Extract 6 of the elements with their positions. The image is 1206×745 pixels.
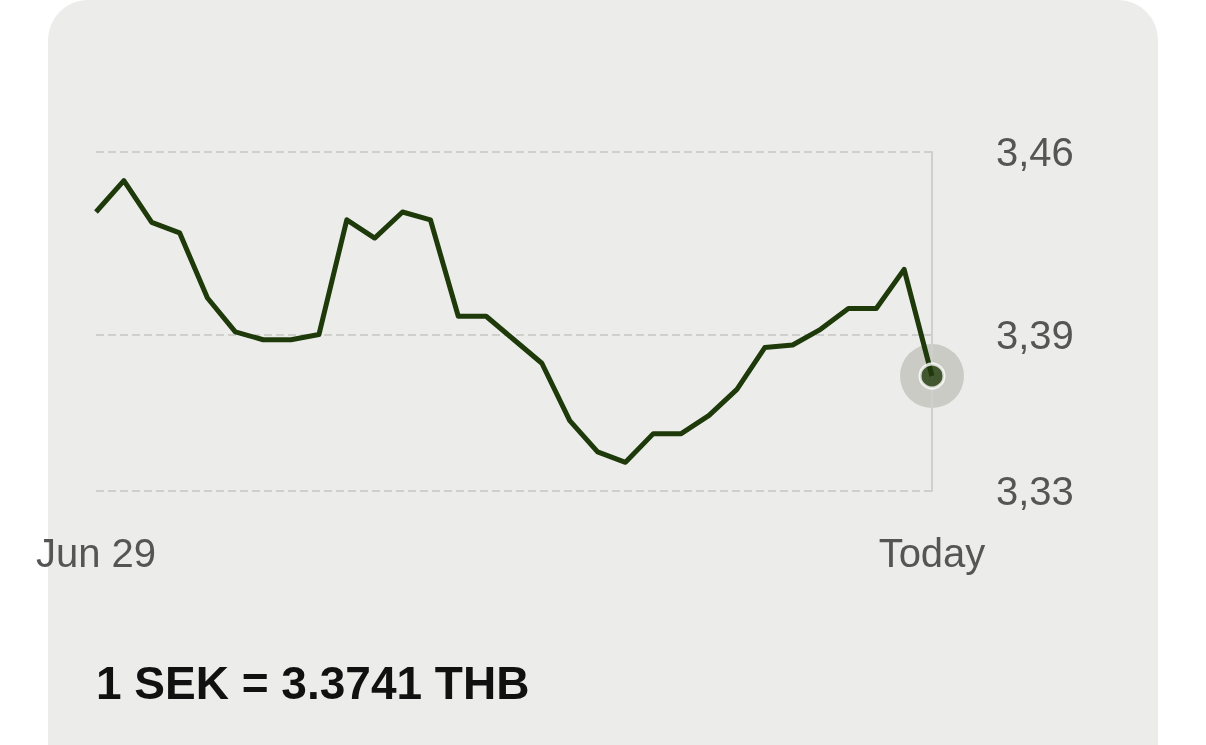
x-tick-label: Jun 29 (35, 531, 157, 575)
y-tick-label: 3,39 (996, 312, 1074, 357)
y-tick-label: 3,46 (996, 130, 1074, 174)
y-tick-label: 3,33 (996, 469, 1074, 513)
x-tick-label: Today (878, 531, 986, 575)
text: 1 SEK = 3.3741 THB (96, 657, 530, 709)
